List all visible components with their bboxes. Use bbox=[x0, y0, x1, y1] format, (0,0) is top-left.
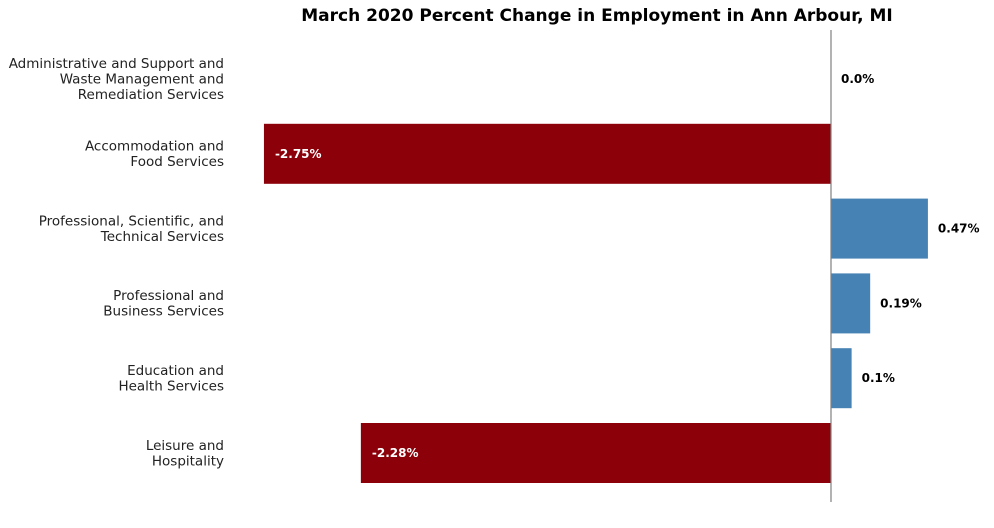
category-label: Administrative and Support and Waste Mana… bbox=[9, 56, 224, 103]
bar bbox=[831, 198, 928, 259]
bar bbox=[263, 123, 831, 184]
value-label: 0.0% bbox=[841, 72, 874, 86]
value-label: 0.19% bbox=[880, 296, 922, 310]
value-label: -2.75% bbox=[275, 147, 322, 161]
value-label: 0.1% bbox=[862, 371, 895, 385]
bar bbox=[360, 423, 831, 483]
category-label: Education and Health Services bbox=[118, 363, 224, 395]
category-label: Professional, Scientific, and Technical S… bbox=[39, 213, 224, 245]
bar bbox=[831, 273, 871, 334]
bar bbox=[831, 348, 852, 409]
category-label: Professional and Business Services bbox=[103, 288, 224, 320]
chart-title: March 2020 Percent Change in Employment … bbox=[301, 6, 893, 26]
category-label: Leisure and Hospitality bbox=[146, 438, 224, 470]
category-label: Accommodation and Food Services bbox=[85, 139, 224, 171]
value-label: -2.28% bbox=[372, 446, 419, 460]
value-label: 0.47% bbox=[938, 222, 980, 236]
